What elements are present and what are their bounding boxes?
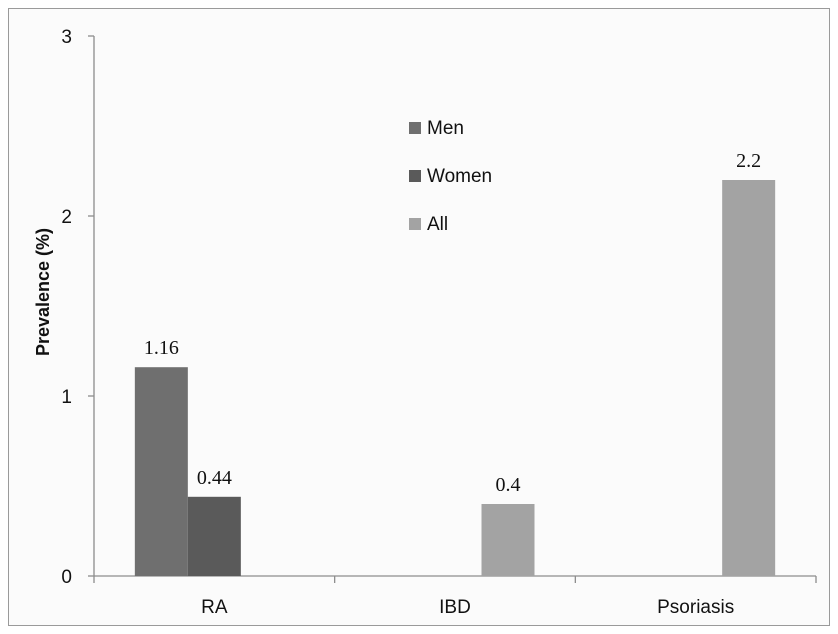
data-label-men-ra: 1.16 <box>144 337 179 359</box>
bar-men-ra <box>134 367 188 576</box>
data-label-all-psoriasis: 2.2 <box>736 150 761 172</box>
bar-all-ibd <box>481 504 535 576</box>
data-labels: 1.16 0.44 0.4 2.2 <box>144 150 761 496</box>
legend-swatch-women <box>409 170 421 182</box>
bar-chart: Prevalence (%) 0 1 2 3 RA IBD Psoriasis 1.16 0.… <box>33 27 817 618</box>
bar-women-ra <box>187 496 241 576</box>
bars <box>134 180 776 576</box>
legend: Men Women All <box>409 118 492 235</box>
x-tick-label: Psoriasis <box>657 597 734 618</box>
legend-label-women: Women <box>427 166 492 187</box>
y-tick-label: 0 <box>61 567 72 588</box>
bar-all-psoriasis <box>722 180 776 576</box>
chart-frame: Prevalence (%) 0 1 2 3 RA IBD Psoriasis 1.16 0.… <box>8 8 830 626</box>
data-label-women-ra: 0.44 <box>197 467 232 489</box>
y-tick-label: 2 <box>61 207 72 228</box>
y-tick-label: 3 <box>61 27 72 48</box>
data-label-all-ibd: 0.4 <box>496 474 521 496</box>
y-tick-label: 1 <box>61 387 72 408</box>
legend-label-all: All <box>427 214 448 235</box>
y-axis-label: Prevalence (%) <box>33 228 53 356</box>
x-tick-label: RA <box>201 597 228 618</box>
legend-swatch-men <box>409 122 421 134</box>
legend-swatch-all <box>409 218 421 230</box>
x-tick-label: IBD <box>439 597 471 618</box>
legend-label-men: Men <box>427 118 464 139</box>
